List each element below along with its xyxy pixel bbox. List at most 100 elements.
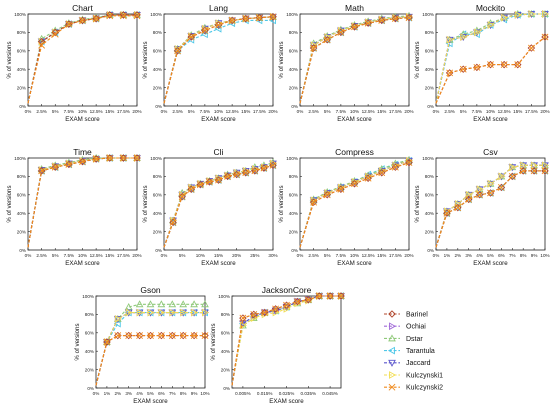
x-tick-label: 3%	[125, 391, 132, 396]
data-point	[473, 28, 481, 37]
x-tick-label: 20%	[404, 109, 413, 114]
legend-item-dstar: Dstar	[384, 334, 423, 343]
y-tick-label: 80%	[425, 174, 434, 179]
data-point	[542, 161, 550, 170]
data-point	[443, 209, 451, 217]
data-point	[527, 44, 535, 52]
y-tick-label: 100%	[150, 156, 162, 161]
data-point	[272, 308, 280, 317]
data-point	[269, 13, 277, 21]
legend-label: Barinel	[406, 311, 428, 318]
series-line	[299, 16, 410, 104]
data-point	[51, 28, 59, 37]
y-tick-label: 60%	[289, 193, 298, 198]
chart-title: Compress	[335, 147, 374, 157]
data-point	[310, 198, 318, 206]
data-point	[498, 172, 506, 181]
data-point	[136, 308, 144, 317]
legend-marker	[387, 346, 395, 355]
data-point	[541, 167, 549, 175]
x-axis-label: EXAM score	[337, 260, 372, 267]
data-point	[378, 169, 386, 177]
chart-panel-jacksoncore: JacksonCore 0% 20% 40% 60% 80% 100% 0.005% 0.015…	[210, 285, 346, 405]
x-tick-label: 2.5%	[36, 109, 46, 114]
series-kulczynski2	[435, 167, 549, 248]
series-line	[95, 303, 205, 386]
series-line	[95, 335, 205, 386]
data-point	[65, 160, 73, 169]
data-point	[405, 14, 413, 22]
y-tick-label: 100%	[218, 294, 230, 299]
data-point	[201, 26, 209, 35]
x-tick-label: 5%	[460, 109, 467, 114]
series-line	[27, 14, 137, 104]
data-point	[475, 191, 484, 199]
y-tick-label: 40%	[289, 211, 298, 216]
data-point	[214, 24, 222, 33]
y-tick-label: 0%	[427, 248, 434, 253]
series-kulczynski2	[163, 161, 277, 248]
x-tick-label: 10%	[200, 391, 209, 396]
data-point	[269, 13, 277, 21]
data-point	[476, 185, 484, 194]
x-tick-label: 10%	[350, 253, 359, 258]
x-axis-label: EXAM score	[269, 398, 304, 405]
data-point	[508, 164, 517, 172]
y-tick-label: 0%	[19, 104, 26, 109]
x-tick-label: 3%	[465, 253, 472, 258]
data-point	[201, 332, 209, 339]
data-point	[232, 170, 241, 179]
x-tick-label: 2%	[114, 391, 121, 396]
data-point	[364, 174, 372, 182]
chart-title: Csv	[483, 147, 498, 157]
x-tick-label: 10%	[78, 253, 87, 258]
data-point	[405, 158, 413, 167]
data-point	[250, 310, 258, 318]
y-tick-label: 0%	[155, 248, 162, 253]
data-point	[125, 332, 133, 339]
series-kulczynski2	[27, 12, 141, 104]
y-axis-label: % of versions	[142, 41, 149, 78]
y-tick-label: 0%	[223, 386, 230, 391]
y-axis-label: % of versions	[6, 185, 13, 222]
data-point	[443, 209, 451, 217]
x-tick-label: 2%	[454, 253, 461, 258]
data-point	[147, 308, 155, 317]
data-point	[446, 35, 454, 44]
x-tick-label: 15%	[377, 253, 386, 258]
data-point	[215, 21, 222, 29]
legend-marker	[388, 334, 396, 342]
x-tick-label: 30%	[268, 253, 277, 258]
y-axis-label: % of versions	[74, 323, 81, 360]
x-tick-label: 2.5%	[308, 253, 318, 258]
data-point	[228, 17, 236, 24]
x-tick-label: 10%	[78, 109, 87, 114]
data-point	[38, 167, 46, 175]
y-axis-label: % of versions	[278, 185, 285, 222]
data-point	[378, 16, 386, 25]
x-tick-label: 17.5%	[389, 253, 402, 258]
y-tick-label: 40%	[153, 211, 162, 216]
y-tick-label: 20%	[289, 229, 298, 234]
y-tick-label: 0%	[19, 248, 26, 253]
x-tick-label: 0%	[433, 253, 440, 258]
x-axis-label: EXAM score	[133, 398, 168, 405]
y-tick-label: 0%	[87, 386, 94, 391]
data-point	[51, 163, 59, 171]
plot-frame	[163, 13, 274, 107]
x-tick-label: 2.5%	[36, 253, 46, 258]
data-point	[378, 17, 386, 24]
data-point	[519, 167, 527, 175]
data-point	[173, 47, 182, 55]
data-point	[179, 300, 188, 308]
x-tick-label: 0%	[25, 109, 32, 114]
y-axis-label: % of versions	[278, 41, 285, 78]
data-point	[530, 167, 538, 175]
data-point	[133, 154, 141, 162]
x-tick-label: 5%	[179, 253, 186, 258]
data-point	[497, 184, 505, 191]
x-axis-label: EXAM score	[65, 260, 100, 267]
x-tick-label: 10%	[486, 109, 495, 114]
legend-item-ochiai: Ochiai	[384, 322, 426, 331]
